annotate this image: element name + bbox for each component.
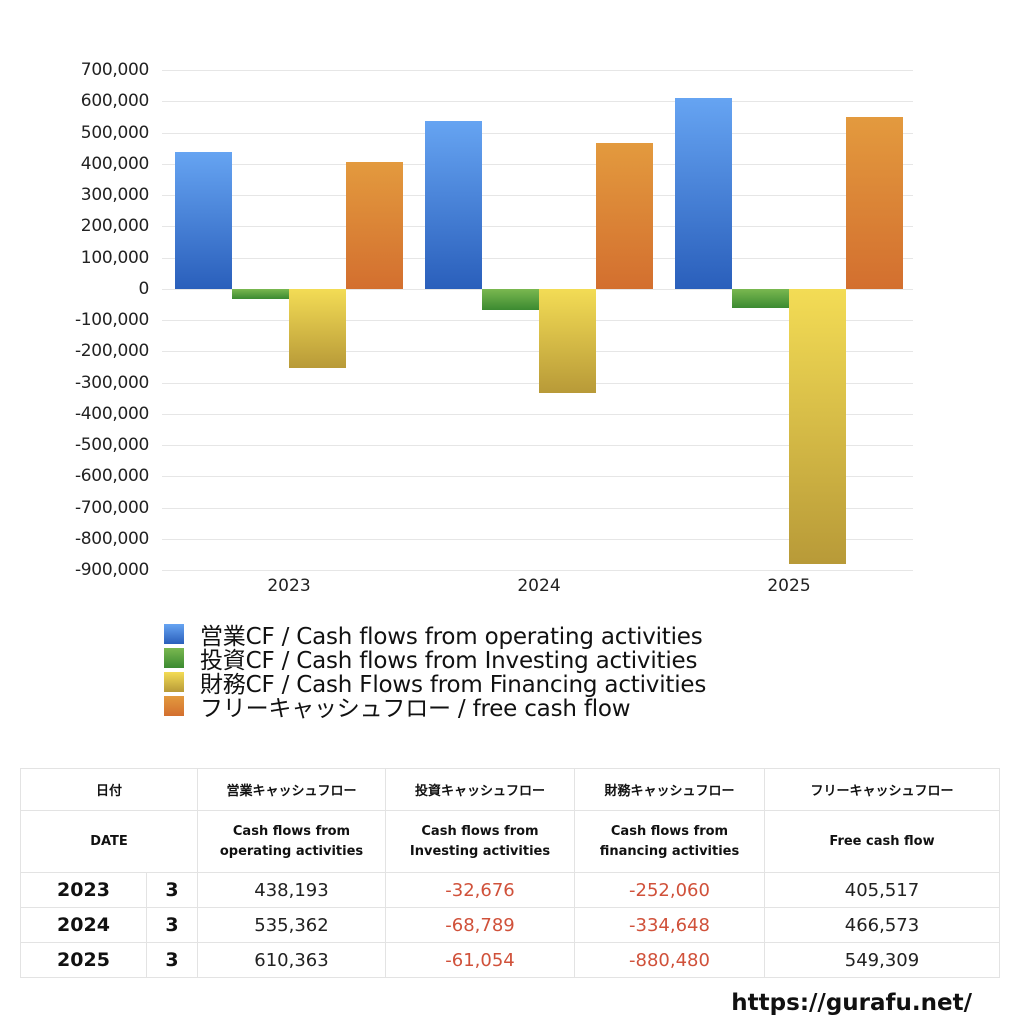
row-month: 3 (146, 872, 198, 908)
y-axis-tick-label: -800,000 (74, 528, 149, 549)
gridline (162, 382, 913, 384)
gridline (162, 538, 913, 540)
header-fcf-jp: フリーキャッシュフロー (764, 768, 1000, 811)
row-fcf: 405,517 (764, 872, 1000, 908)
y-axis-tick-label: 100,000 (80, 247, 150, 268)
table-row: 2025 3 610,363 -61,054 -880,480 549,309 (20, 942, 1000, 978)
gridline (162, 163, 913, 165)
row-fcf: 549,309 (764, 942, 1000, 978)
y-axis-tick-label: -900,000 (74, 560, 149, 580)
header-operating-en: Cash flows from operating activities (197, 810, 386, 873)
legend-item-operating: 営業CF / Cash flows from operating activit… (164, 622, 706, 650)
row-month: 3 (146, 907, 198, 943)
x-axis-tick-label: 2024 (517, 576, 561, 596)
row-financing: -880,480 (574, 942, 765, 978)
cash-flow-table: 日付 営業キャッシュフロー 投資キャッシュフロー 財務キャッシュフロー フリーキ… (20, 768, 1000, 978)
y-axis-tick-label: 300,000 (80, 185, 150, 205)
table-header-en: DATE Cash flows from operating activitie… (20, 810, 1000, 873)
header-financing-jp: 財務キャッシュフロー (574, 768, 765, 811)
gridline (162, 507, 913, 509)
row-investing: -68,789 (385, 907, 575, 943)
bar (846, 117, 903, 289)
bar (425, 121, 482, 289)
chart-legend: 営業CF / Cash flows from operating activit… (164, 622, 706, 722)
y-axis-tick-label: 700,000 (80, 60, 150, 80)
legend-label: 財務CF / Cash Flows from Financing activit… (200, 672, 707, 698)
table-row: 2023 3 438,193 -32,676 -252,060 405,517 (20, 872, 1000, 908)
gridline (162, 476, 913, 478)
header-investing-en: Cash flows from Investing activities (385, 810, 575, 873)
legend-swatch-financing (164, 672, 184, 692)
row-year: 2024 (20, 907, 147, 943)
y-axis-tick-label: -600,000 (74, 466, 149, 487)
gridline (162, 226, 913, 228)
bar (482, 288, 539, 311)
y-axis-tick-label: -500,000 (74, 435, 149, 455)
row-investing: -61,054 (385, 942, 575, 978)
y-axis-tick-label: 500,000 (80, 122, 150, 143)
x-axis-tick-label: 2025 (767, 576, 811, 596)
header-date-jp: 日付 (20, 768, 198, 811)
bar (232, 288, 289, 299)
table-header-jp: 日付 営業キャッシュフロー 投資キャッシュフロー 財務キャッシュフロー フリーキ… (20, 768, 1000, 811)
row-investing: -32,676 (385, 872, 575, 908)
y-axis-tick-label: -700,000 (74, 497, 149, 518)
row-financing: -252,060 (574, 872, 765, 908)
y-axis-tick-label: 200,000 (80, 216, 150, 237)
gridline (162, 195, 913, 196)
row-operating: 610,363 (197, 942, 386, 978)
gridline (162, 320, 913, 321)
y-axis-tick-label: -100,000 (74, 310, 149, 330)
y-axis-tick-label: 600,000 (80, 91, 150, 112)
legend-item-investing: 投資CF / Cash flows from Investing activit… (164, 646, 706, 674)
legend-swatch-free-cash-flow (164, 696, 184, 716)
gridline (162, 445, 913, 446)
cash-flow-bar-chart: 700,000 600,000 500,000 400,000 300,000 200,0… (74, 60, 913, 596)
y-axis-tick-label: -300,000 (74, 372, 149, 393)
legend-label: 投資CF / Cash flows from Investing activit… (200, 648, 698, 674)
gridline (162, 413, 913, 415)
gridline (162, 570, 913, 571)
header-operating-jp: 営業キャッシュフロー (197, 768, 386, 811)
row-month: 3 (146, 942, 198, 978)
x-axis-tick-label: 2023 (267, 576, 311, 596)
row-operating: 438,193 (197, 872, 386, 908)
header-fcf-en: Free cash flow (764, 810, 1000, 873)
row-operating: 535,362 (197, 907, 386, 943)
row-financing: -334,648 (574, 907, 765, 943)
legend-item-financing: 財務CF / Cash Flows from Financing activit… (164, 670, 706, 698)
legend-swatch-investing (164, 648, 184, 668)
y-axis-tick-label: 400,000 (80, 153, 150, 174)
legend-item-free-cash-flow: フリーキャッシュフロー / free cash flow (164, 694, 706, 722)
y-axis-tick-label: -200,000 (74, 341, 149, 362)
bar (789, 288, 846, 564)
source-url: https://gurafu.net/ (731, 990, 972, 1016)
row-fcf: 466,573 (764, 907, 1000, 943)
gridline (162, 70, 913, 71)
bar (175, 151, 232, 289)
gridline (162, 257, 913, 259)
header-investing-jp: 投資キャッシュフロー (385, 768, 575, 811)
y-axis-tick-label: -400,000 (74, 403, 149, 424)
legend-label: フリーキャッシュフロー / free cash flow (200, 696, 631, 722)
table-row: 2024 3 535,362 -68,789 -334,648 466,573 (20, 907, 1000, 943)
legend-swatch-operating (164, 624, 184, 644)
legend-label: 営業CF / Cash flows from operating activit… (200, 624, 703, 650)
header-date-en: DATE (20, 810, 198, 873)
bar (732, 288, 789, 308)
bar (539, 288, 596, 394)
row-year: 2025 (20, 942, 147, 978)
header-financing-en: Cash flows from financing activities (574, 810, 765, 873)
bar (675, 98, 732, 289)
row-year: 2023 (20, 872, 147, 908)
bar (289, 288, 346, 368)
gridline (162, 351, 913, 353)
y-axis-tick-label: 0 (138, 278, 149, 299)
gridline (162, 132, 913, 134)
bar (346, 162, 403, 289)
bar (596, 142, 653, 289)
gridline (162, 101, 913, 103)
